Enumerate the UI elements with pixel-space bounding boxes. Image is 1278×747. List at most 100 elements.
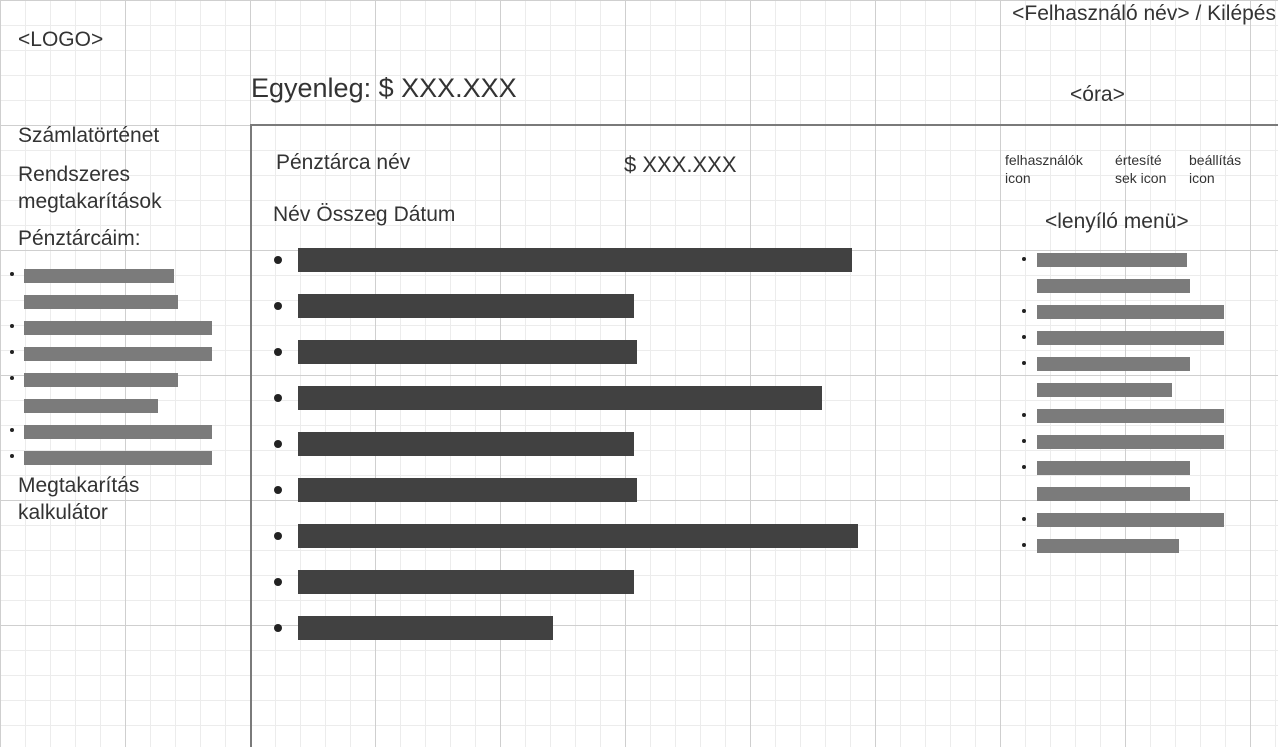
transaction-row[interactable]	[274, 386, 858, 432]
wallet-list	[10, 269, 224, 477]
transaction-column-headers: Név Összeg Dátum	[273, 203, 461, 227]
transaction-placeholder	[298, 570, 634, 594]
bullet-icon	[1022, 361, 1026, 365]
dropdown-menu-item-placeholder	[1037, 383, 1172, 397]
dropdown-menu-item-placeholder	[1037, 409, 1224, 423]
wallet-item[interactable]	[10, 425, 224, 439]
sidebar-item-savings-calculator[interactable]: Megtakarítás kalkulátor	[18, 472, 139, 526]
bullet-icon	[10, 350, 14, 354]
dropdown-menu-label[interactable]: <lenyíló menü>	[1045, 210, 1189, 233]
transaction-row[interactable]	[274, 616, 858, 662]
sidebar: Számlatörténet Rendszeres megtakarítások…	[10, 122, 228, 542]
sidebar-wallets-heading: Pénztárcáim:	[18, 227, 141, 250]
users-icon-line1: felhasználók	[1005, 152, 1083, 168]
logo[interactable]: <LOGO>	[18, 28, 104, 51]
wallet-item[interactable]	[10, 321, 224, 335]
bullet-icon	[10, 454, 14, 458]
wallet-item[interactable]	[10, 269, 224, 309]
transaction-placeholder	[298, 248, 852, 272]
balance-display: Egyenleg: $ XXX.XXX	[251, 73, 517, 103]
transaction-row[interactable]	[274, 432, 858, 478]
bullet-icon	[10, 324, 14, 328]
dropdown-menu-item-placeholder	[1037, 461, 1190, 475]
bullet-icon	[1022, 413, 1026, 417]
dropdown-menu-item[interactable]	[1022, 357, 1224, 397]
wallet-item-placeholder	[24, 451, 212, 465]
users-icon[interactable]: felhasználók icon	[1005, 151, 1100, 187]
dropdown-menu-item[interactable]	[1022, 253, 1224, 293]
bullet-icon	[1022, 335, 1026, 339]
notifications-icon[interactable]: értesíté sek icon	[1115, 151, 1180, 187]
content-divider-vertical	[250, 124, 252, 747]
bullet-icon	[10, 376, 14, 380]
column-header-amount[interactable]: Összeg	[316, 203, 388, 226]
transaction-placeholder	[298, 386, 822, 410]
column-header-name[interactable]: Név	[273, 203, 311, 226]
bullet-icon	[274, 486, 282, 494]
transaction-row[interactable]	[274, 340, 858, 386]
notifications-icon-line2: sek icon	[1115, 170, 1167, 186]
bullet-icon	[274, 624, 282, 632]
transaction-row[interactable]	[274, 524, 858, 570]
transaction-placeholder	[298, 524, 858, 548]
wallet-item-placeholder	[24, 321, 212, 335]
wallet-item-placeholder	[24, 269, 174, 283]
bullet-icon	[1022, 517, 1026, 521]
sidebar-item-calculator-line2: kalkulátor	[18, 501, 108, 524]
dropdown-menu-item[interactable]	[1022, 331, 1224, 345]
settings-icon[interactable]: beállítás icon	[1189, 151, 1259, 187]
bullet-icon	[274, 578, 282, 586]
bullet-icon	[274, 532, 282, 540]
dropdown-menu-item[interactable]	[1022, 539, 1224, 553]
sidebar-item-recurring-line2: megtakarítások	[18, 190, 162, 213]
transaction-placeholder	[298, 432, 634, 456]
dropdown-menu-item-placeholder	[1037, 435, 1224, 449]
dropdown-menu-item-placeholder	[1037, 487, 1190, 501]
user-logout-link[interactable]: <Felhasználó név> / Kilépés	[1012, 2, 1276, 25]
column-header-date[interactable]: Dátum	[393, 203, 456, 226]
dropdown-menu-item[interactable]	[1022, 513, 1224, 527]
dropdown-menu-item-placeholder	[1037, 253, 1187, 267]
sidebar-item-recurring-line1: Rendszeres	[18, 163, 131, 186]
bullet-icon	[1022, 257, 1026, 261]
notifications-icon-line1: értesíté	[1115, 152, 1162, 168]
dropdown-menu-item[interactable]	[1022, 409, 1224, 423]
bullet-icon	[274, 440, 282, 448]
bullet-icon	[274, 302, 282, 310]
transaction-row[interactable]	[274, 478, 858, 524]
transaction-row[interactable]	[274, 294, 858, 340]
bullet-icon	[10, 428, 14, 432]
transaction-row[interactable]	[274, 570, 858, 616]
sidebar-item-calculator-line1: Megtakarítás	[18, 474, 140, 497]
bullet-icon	[1022, 543, 1026, 547]
transaction-list	[274, 248, 858, 662]
sidebar-item-recurring-savings[interactable]: Rendszeres megtakarítások	[18, 161, 228, 215]
settings-icon-line2: icon	[1189, 170, 1215, 186]
bullet-icon	[10, 272, 14, 276]
content-divider-horizontal	[250, 124, 1278, 126]
wallet-item[interactable]	[10, 347, 224, 361]
dropdown-menu-item-placeholder	[1037, 357, 1190, 371]
bullet-icon	[274, 256, 282, 264]
transaction-row[interactable]	[274, 248, 858, 294]
dropdown-menu-item[interactable]	[1022, 461, 1224, 501]
dropdown-menu-item[interactable]	[1022, 435, 1224, 449]
settings-icon-line1: beállítás	[1189, 152, 1242, 168]
transaction-placeholder	[298, 340, 637, 364]
dropdown-menu-item[interactable]	[1022, 305, 1224, 319]
wallet-item[interactable]	[10, 451, 224, 465]
wallet-item[interactable]	[10, 373, 224, 413]
bullet-icon	[274, 394, 282, 402]
wallet-item-placeholder	[24, 425, 212, 439]
bullet-icon	[1022, 309, 1026, 313]
users-icon-line2: icon	[1005, 170, 1031, 186]
transaction-placeholder	[298, 478, 637, 502]
transaction-placeholder	[298, 616, 553, 640]
transaction-placeholder	[298, 294, 634, 318]
sidebar-item-history[interactable]: Számlatörténet	[18, 124, 160, 147]
bullet-icon	[1022, 465, 1026, 469]
wallet-item-placeholder	[24, 399, 158, 413]
wallet-item-placeholder	[24, 373, 178, 387]
bullet-icon	[1022, 439, 1026, 443]
dropdown-menu-item-placeholder	[1037, 305, 1224, 319]
